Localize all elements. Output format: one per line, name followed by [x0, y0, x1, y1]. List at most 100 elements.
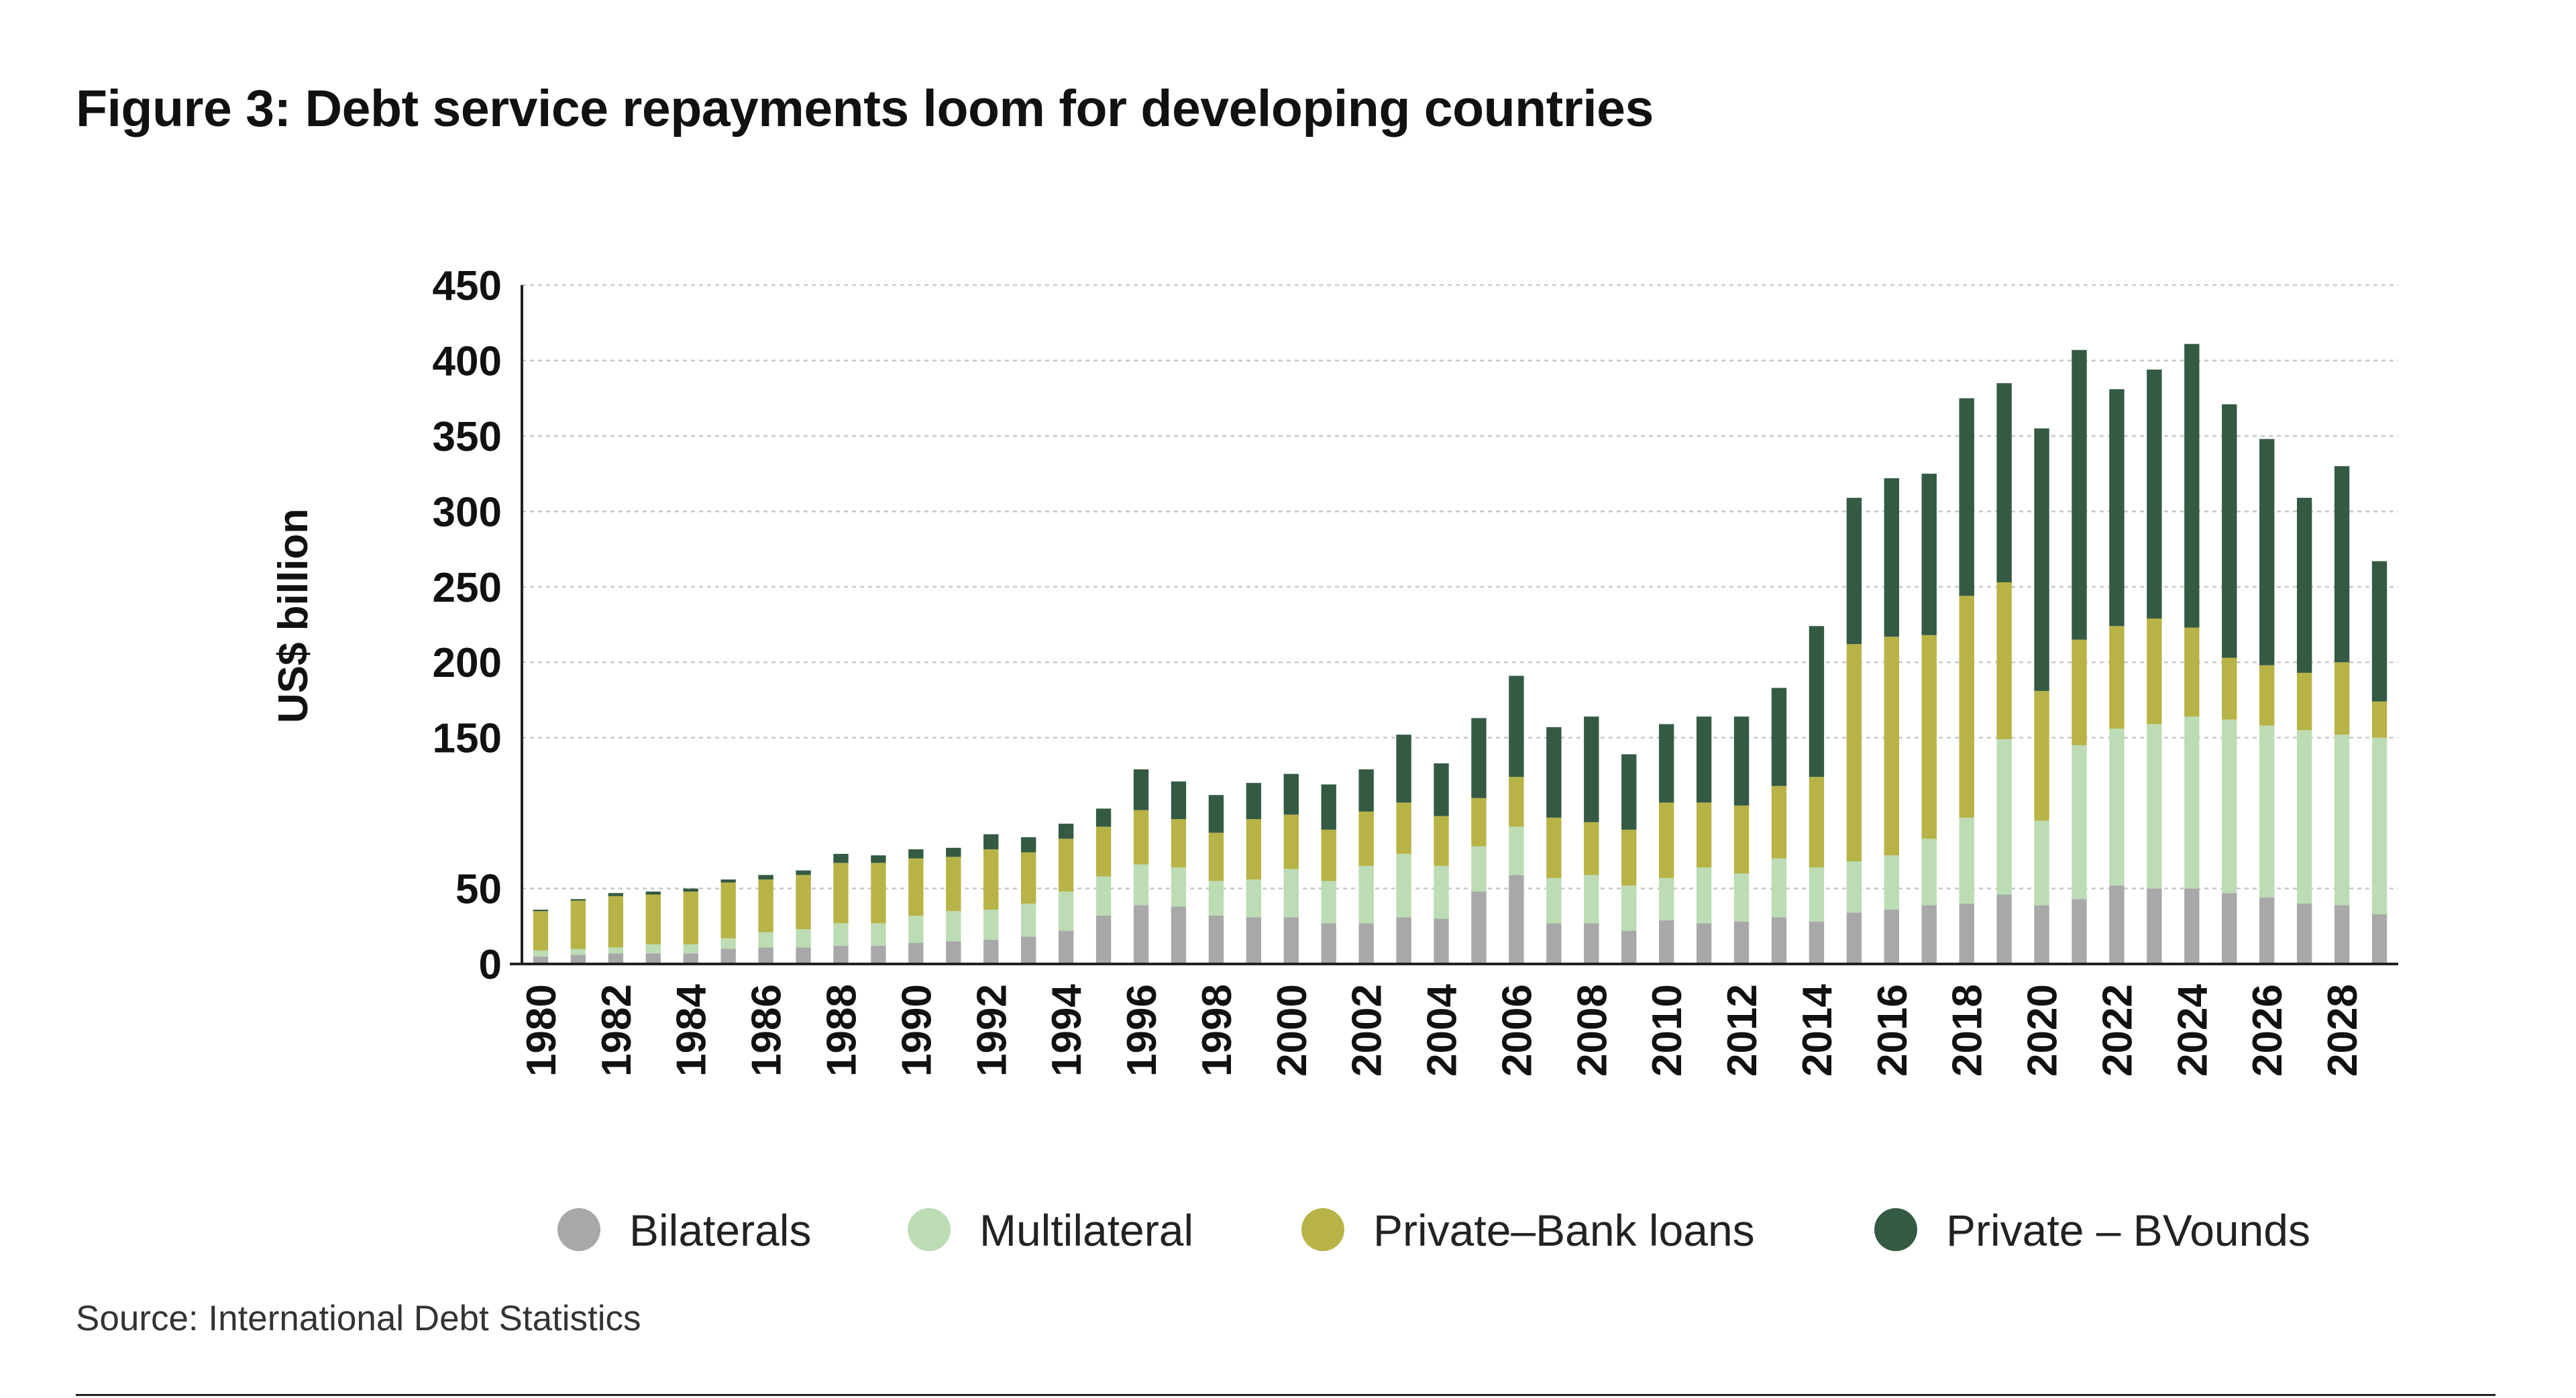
bar-segment-bank-2027: [2296, 672, 2312, 731]
bar-segment-bilaterals-2015: [1846, 912, 1862, 964]
bar-segment-multilateral-2014: [1809, 867, 1825, 922]
bar-segment-bank-2020: [2034, 690, 2049, 821]
bar-segment-multilateral-2027: [2296, 730, 2312, 904]
x-tick-label: 1994: [1044, 983, 1090, 1076]
bar-segment-bank-2025: [2222, 657, 2237, 720]
bar-segment-multilateral-1990: [908, 916, 924, 943]
bar-segment-multilateral-1987: [796, 929, 811, 948]
bar-segment-bonds-2026: [2259, 439, 2275, 665]
bar-segment-bilaterals-2018: [1959, 904, 1974, 964]
bar-segment-bilaterals-2029: [2371, 914, 2387, 964]
bar-segment-bilaterals-2028: [2334, 905, 2350, 964]
x-tick-label: 1986: [744, 984, 790, 1077]
bar-segment-multilateral-1985: [720, 938, 736, 949]
x-tick-label: 2008: [1569, 984, 1615, 1077]
bar-segment-multilateral-1986: [758, 932, 773, 948]
x-tick-label: 1998: [1194, 984, 1240, 1077]
bar-segment-bank-2018: [1959, 596, 1974, 818]
bar-segment-bilaterals-2020: [2034, 905, 2049, 964]
bar-segment-bilaterals-1982: [608, 953, 624, 964]
bar-segment-bonds-2000: [1283, 773, 1299, 815]
bar-segment-bonds-1996: [1133, 769, 1149, 810]
bar-segment-bank-2007: [1546, 817, 1562, 878]
bar-segment-bonds-2020: [2034, 428, 2049, 691]
bar-segment-bank-2014: [1809, 777, 1825, 868]
bar-segment-multilateral-2026: [2259, 725, 2275, 898]
bar-segment-bonds-2003: [1396, 735, 1411, 803]
bar-segment-bilaterals-2007: [1546, 923, 1562, 964]
bar-segment-bonds-1988: [833, 853, 849, 863]
bar-segment-multilateral-1996: [1133, 864, 1149, 906]
bar-segment-multilateral-1998: [1208, 881, 1224, 916]
bar-segment-multilateral-1992: [983, 910, 999, 940]
bar-segment-bonds-2018: [1959, 398, 1974, 596]
x-axis-ticks: 1980 1982 1984 1986 1988 1990 1992 1994 1996 1998…: [519, 983, 2366, 1076]
bar-segment-bilaterals-2026: [2259, 898, 2275, 964]
bar-segment-bonds-1987: [796, 870, 811, 875]
bar-segment-bank-2011: [1696, 802, 1712, 868]
bar-segment-bonds-1980: [533, 910, 549, 912]
bar-segment-bonds-2006: [1509, 676, 1524, 777]
bar-segment-bank-2008: [1584, 822, 1599, 875]
bar-segment-bonds-1995: [1095, 808, 1112, 827]
bar-segment-bank-2024: [2184, 627, 2200, 717]
bar-segment-bilaterals-2001: [1321, 923, 1336, 964]
bar-segment-bonds-1998: [1208, 795, 1224, 833]
bar-segment-bank-1989: [871, 863, 886, 924]
bar-segment-bank-2016: [1884, 636, 1899, 856]
bar-segment-bank-1991: [946, 857, 961, 912]
bar-segment-bonds-2027: [2296, 498, 2312, 673]
bottom-divider: [76, 1394, 2496, 1396]
y-tick-label: 0: [479, 942, 502, 988]
x-tick-label: 2020: [2020, 984, 2066, 1077]
bar-segment-bilaterals-2027: [2296, 904, 2312, 964]
bar-segment-bank-1980: [533, 911, 549, 951]
bar-segment-bilaterals-2012: [1733, 922, 1750, 964]
bar-segment-bank-2028: [2334, 662, 2350, 735]
bar-segment-bilaterals-1987: [796, 947, 811, 964]
bar-segment-bonds-1984: [683, 888, 698, 892]
legend-swatch-bonds: [1874, 1208, 1917, 1251]
x-tick-label: 1988: [818, 984, 865, 1077]
bar-segment-bilaterals-1984: [683, 953, 698, 964]
bar-segment-bilaterals-1989: [871, 946, 886, 964]
y-tick-label: 50: [455, 867, 502, 913]
bar-segment-bilaterals-2008: [1584, 923, 1599, 964]
source-note: Source: International Debt Statistics: [76, 1299, 641, 1338]
bar-segment-multilateral-2019: [1996, 739, 2012, 895]
y-axis-label: US$ billion: [270, 508, 317, 723]
bar-segment-bonds-1991: [946, 847, 961, 857]
x-tick-label: 1982: [594, 984, 640, 1077]
bar-segment-bank-1994: [1058, 839, 1074, 892]
bar-segment-bilaterals-2002: [1358, 923, 1374, 964]
bar-segment-bilaterals-1994: [1058, 930, 1074, 964]
bar-segment-bank-1985: [720, 882, 736, 938]
bar-segment-bilaterals-2004: [1434, 918, 1449, 964]
bar-segment-bilaterals-1980: [533, 956, 549, 964]
bar-segment-bilaterals-1991: [946, 941, 961, 964]
bar-segment-multilateral-2018: [1959, 817, 1974, 904]
y-tick-label: 450: [433, 263, 502, 309]
bar-segment-bonds-1982: [608, 893, 624, 896]
bar-segment-bonds-2015: [1846, 498, 1862, 645]
legend-label-bank: Private–Bank loans: [1373, 1205, 1755, 1255]
bar-segment-bilaterals-2024: [2184, 888, 2200, 964]
x-tick-label: 2018: [1945, 984, 1991, 1077]
bar-segment-multilateral-2029: [2371, 737, 2387, 914]
bar-segment-bilaterals-1983: [645, 953, 661, 964]
bar-segment-bilaterals-2016: [1884, 910, 1899, 964]
bar-segment-bank-2012: [1733, 805, 1750, 874]
bar-segment-bilaterals-2014: [1809, 922, 1825, 964]
bar-segment-multilateral-2009: [1621, 885, 1637, 931]
bar-segment-bank-2013: [1771, 786, 1787, 859]
y-tick-label: 200: [433, 640, 502, 686]
bar-segment-bilaterals-2023: [2147, 888, 2162, 964]
bar-segment-bonds-2016: [1884, 478, 1899, 637]
bar-segment-bank-2010: [1658, 802, 1674, 878]
x-tick-label: 2006: [1494, 984, 1540, 1077]
bar-segment-bank-1992: [983, 849, 999, 910]
bar-segment-bank-1997: [1171, 819, 1187, 868]
bar-segment-bonds-1990: [908, 849, 924, 859]
bar-segment-bilaterals-2011: [1696, 923, 1712, 964]
bar-segment-bilaterals-2022: [2109, 885, 2125, 964]
